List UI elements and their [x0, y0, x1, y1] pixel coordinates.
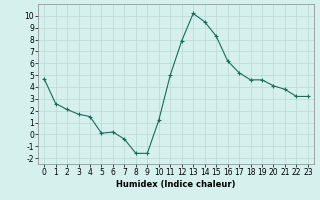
X-axis label: Humidex (Indice chaleur): Humidex (Indice chaleur) — [116, 180, 236, 189]
